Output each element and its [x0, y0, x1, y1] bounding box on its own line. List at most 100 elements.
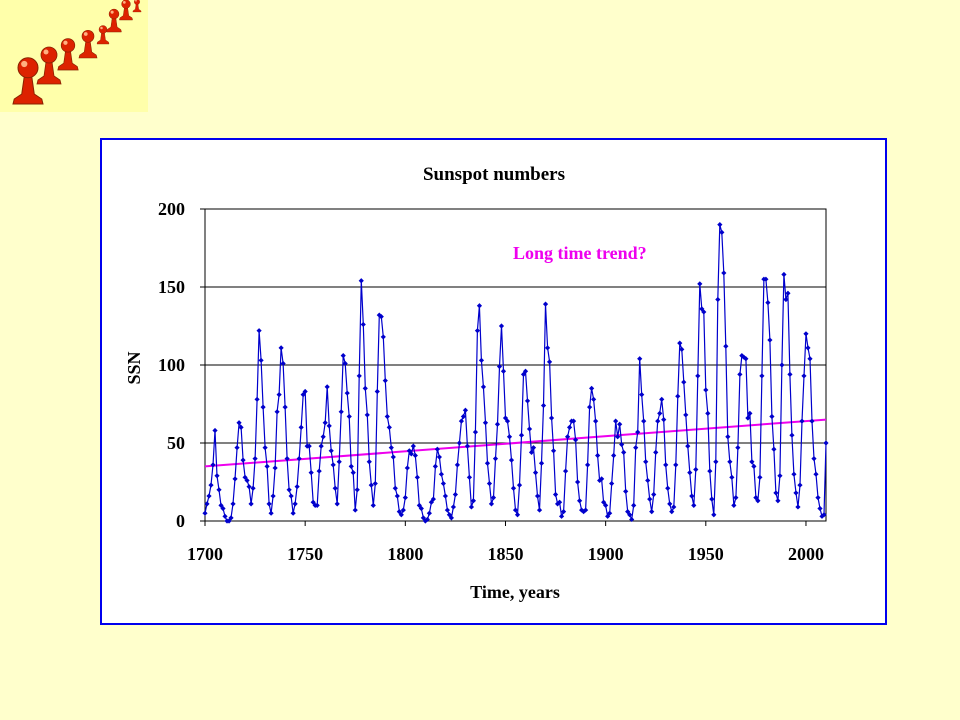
data-point [356, 373, 362, 379]
data-point [362, 385, 368, 391]
data-point [254, 396, 260, 402]
data-point [288, 493, 294, 499]
data-point [575, 479, 581, 485]
data-point [318, 443, 324, 449]
data-point [510, 485, 517, 491]
data-point [811, 456, 817, 462]
data-point [440, 480, 446, 487]
data-point [400, 507, 406, 513]
data-point [422, 518, 428, 524]
data-point [699, 306, 705, 312]
data-point [556, 499, 563, 505]
y-tick-label: 150 [158, 277, 185, 297]
data-point [292, 501, 298, 507]
data-point [338, 409, 344, 415]
data-point [320, 434, 326, 440]
data-point [334, 501, 340, 507]
data-point [536, 507, 543, 513]
pawn-icon [36, 46, 62, 85]
data-point [759, 373, 765, 379]
data-point [548, 415, 555, 421]
data-point [687, 470, 693, 476]
data-point [466, 474, 473, 480]
data-point [789, 432, 795, 438]
data-point [679, 346, 685, 352]
data-point [370, 502, 376, 508]
data-point [272, 465, 278, 471]
data-point [795, 504, 801, 510]
data-point [430, 496, 436, 502]
data-point [284, 456, 290, 462]
x-axis-ticks: 1700 1750 1800 1850 1900 1950 2000 [187, 521, 824, 564]
data-point [216, 487, 222, 493]
y-axis-ticks: 0 50 100 150 200 [158, 199, 205, 531]
data-point [322, 420, 328, 426]
data-point [579, 507, 585, 513]
pawn-icon [106, 8, 122, 33]
data-point [522, 368, 529, 374]
data-point [332, 485, 338, 491]
x-tick-label: 1750 [287, 544, 323, 564]
data-point [202, 510, 208, 516]
gridlines [205, 286, 826, 444]
chart-title: Sunspot numbers [423, 164, 565, 185]
data-point [432, 463, 438, 469]
pawn-icon [78, 29, 98, 59]
data-point [208, 482, 214, 488]
data-point [560, 509, 567, 515]
data-point [456, 440, 463, 446]
data-point [476, 303, 483, 309]
data-point [635, 429, 641, 435]
data-point [266, 501, 272, 507]
data-point [631, 502, 637, 508]
data-point [494, 421, 501, 427]
x-tick-label: 2000 [788, 544, 824, 564]
data-point [621, 449, 627, 455]
data-point [458, 418, 465, 424]
data-point [667, 501, 673, 507]
pawn-icon [119, 0, 133, 21]
data-point [677, 340, 683, 346]
data-point [214, 473, 220, 479]
data-point [639, 392, 645, 398]
data-point [637, 356, 643, 362]
data-point [352, 507, 358, 513]
sunspot-data-points [202, 222, 829, 524]
pawn-icon [57, 38, 79, 71]
data-point [669, 509, 675, 515]
data-point [538, 460, 545, 466]
data-point [306, 443, 312, 449]
data-point [799, 418, 805, 424]
data-point [709, 496, 715, 502]
data-point [358, 278, 364, 284]
data-point [372, 480, 378, 487]
red-pawn-pieces-icon [12, 0, 142, 105]
data-point [256, 328, 262, 334]
data-point [655, 418, 661, 424]
data-point [685, 443, 691, 449]
data-point [206, 493, 212, 499]
data-point [661, 417, 667, 423]
data-point [769, 413, 775, 420]
data-point [619, 441, 625, 448]
data-point [693, 466, 699, 473]
data-point [771, 446, 777, 452]
data-point [725, 434, 731, 440]
data-point [364, 412, 370, 418]
data-point [394, 493, 400, 499]
data-point [589, 385, 595, 391]
data-point [330, 462, 336, 468]
data-point [695, 373, 701, 379]
data-point [298, 424, 304, 430]
data-point [609, 480, 615, 487]
data-point [350, 470, 356, 476]
data-point [755, 498, 761, 504]
data-point [733, 495, 739, 501]
trend-line [204, 418, 827, 468]
data-point [302, 388, 308, 395]
data-point [617, 421, 623, 427]
data-point [470, 498, 477, 504]
data-point [290, 510, 296, 516]
data-point [665, 485, 671, 491]
data-point [613, 418, 619, 424]
